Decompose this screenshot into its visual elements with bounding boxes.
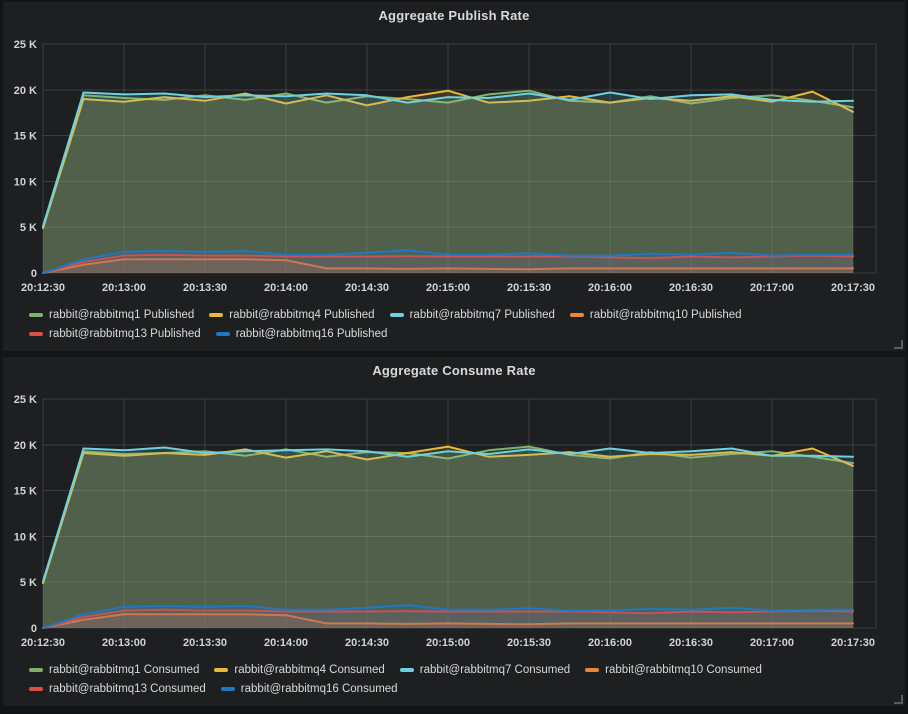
legend-item[interactable]: rabbit@rabbitmq10 Consumed bbox=[585, 663, 762, 677]
legend-label: rabbit@rabbitmq4 Consumed bbox=[234, 664, 385, 676]
legend-item[interactable]: rabbit@rabbitmq16 Consumed bbox=[220, 682, 398, 696]
legend-item[interactable]: rabbit@rabbitmq13 Consumed bbox=[29, 682, 206, 696]
panel-resize-handle[interactable] bbox=[894, 695, 903, 704]
legend-item[interactable]: rabbit@rabbitmq1 Consumed bbox=[29, 663, 199, 677]
svg-text:20:14:30: 20:14:30 bbox=[345, 282, 389, 294]
legend-item[interactable]: rabbit@rabbitmq1 Published bbox=[29, 308, 194, 322]
legend-label: rabbit@rabbitmq7 Consumed bbox=[419, 664, 571, 676]
panel-title[interactable]: Aggregate Publish Rate bbox=[378, 7, 530, 23]
svg-text:20:17:00: 20:17:00 bbox=[750, 282, 794, 294]
legend-item[interactable]: rabbit@rabbitmq4 Published bbox=[209, 308, 375, 322]
svg-text:20:16:30: 20:16:30 bbox=[669, 637, 713, 649]
legend-label: rabbit@rabbitmq13 Published bbox=[49, 328, 201, 340]
svg-text:20:14:30: 20:14:30 bbox=[345, 637, 389, 649]
legend-item[interactable]: rabbit@rabbitmq16 Published bbox=[215, 327, 388, 341]
legend-label: rabbit@rabbitmq10 Consumed bbox=[605, 664, 762, 676]
legend-swatch-icon bbox=[389, 313, 404, 317]
legend-swatch-icon bbox=[29, 313, 43, 317]
svg-text:20:15:30: 20:15:30 bbox=[507, 282, 551, 294]
svg-text:5 K: 5 K bbox=[20, 222, 37, 234]
svg-text:20:15:30: 20:15:30 bbox=[507, 637, 551, 649]
svg-text:20:12:30: 20:12:30 bbox=[21, 637, 65, 649]
svg-text:20:16:00: 20:16:00 bbox=[588, 637, 632, 649]
panel-header: Aggregate Consume Rate bbox=[3, 357, 905, 383]
legend-swatch-icon bbox=[209, 313, 224, 317]
publish-rate-chart[interactable]: 0 5 K 10 K 15 K 20 K 25 K 20:12:30 20:13:00 20:1… bbox=[3, 28, 905, 304]
svg-text:20:13:30: 20:13:30 bbox=[183, 637, 227, 649]
legend-label: rabbit@rabbitmq4 Published bbox=[229, 309, 375, 321]
svg-text:25 K: 25 K bbox=[14, 394, 37, 406]
svg-text:0: 0 bbox=[31, 268, 37, 280]
svg-text:5 K: 5 K bbox=[20, 577, 37, 589]
svg-text:0: 0 bbox=[31, 623, 37, 635]
legend-swatch-icon bbox=[29, 332, 43, 336]
svg-text:20:13:00: 20:13:00 bbox=[102, 282, 146, 294]
legend-label: rabbit@rabbitmq1 Consumed bbox=[49, 664, 200, 676]
svg-text:20:14:00: 20:14:00 bbox=[264, 282, 308, 294]
legend-swatch-icon bbox=[215, 332, 230, 336]
svg-text:20:16:00: 20:16:00 bbox=[588, 282, 632, 294]
legend-label: rabbit@rabbitmq10 Published bbox=[589, 309, 742, 321]
svg-text:20:13:30: 20:13:30 bbox=[183, 282, 227, 294]
svg-text:25 K: 25 K bbox=[14, 39, 37, 51]
legend-label: rabbit@rabbitmq16 Consumed bbox=[240, 683, 398, 695]
svg-text:20:15:00: 20:15:00 bbox=[426, 637, 470, 649]
svg-text:15 K: 15 K bbox=[14, 486, 37, 498]
legend-swatch-icon bbox=[220, 687, 235, 691]
svg-text:20 K: 20 K bbox=[14, 440, 37, 452]
publish-rate-legend: rabbit@rabbitmq1 Published rabbit@rabbitm… bbox=[3, 304, 905, 341]
svg-text:10 K: 10 K bbox=[14, 176, 37, 188]
svg-text:20:14:00: 20:14:00 bbox=[264, 637, 308, 649]
svg-text:20:13:00: 20:13:00 bbox=[102, 637, 146, 649]
legend-swatch-icon bbox=[29, 668, 43, 672]
legend-label: rabbit@rabbitmq7 Published bbox=[409, 309, 555, 321]
legend-swatch-icon bbox=[569, 313, 584, 317]
consume-rate-chart[interactable]: 0 5 K 10 K 15 K 20 K 25 K 20:12:30 20:13:00 20:1… bbox=[3, 383, 905, 659]
svg-text:20:16:30: 20:16:30 bbox=[669, 282, 713, 294]
svg-text:15 K: 15 K bbox=[14, 131, 37, 143]
svg-text:20:12:30: 20:12:30 bbox=[21, 282, 65, 294]
legend-swatch-icon bbox=[585, 668, 600, 672]
legend-item[interactable]: rabbit@rabbitmq10 Published bbox=[569, 308, 742, 322]
svg-text:20:17:30: 20:17:30 bbox=[831, 282, 875, 294]
legend-swatch-icon bbox=[399, 668, 414, 672]
legend-item[interactable]: rabbit@rabbitmq4 Consumed bbox=[214, 663, 385, 677]
svg-text:20:17:30: 20:17:30 bbox=[831, 637, 875, 649]
svg-text:20:15:00: 20:15:00 bbox=[426, 282, 470, 294]
legend-swatch-icon bbox=[29, 687, 43, 691]
legend-label: rabbit@rabbitmq13 Consumed bbox=[49, 683, 206, 695]
legend-item[interactable]: rabbit@rabbitmq7 Published bbox=[389, 308, 555, 322]
panel-header: Aggregate Publish Rate bbox=[3, 2, 905, 28]
consume-rate-graph[interactable]: 0 5 K 10 K 15 K 20 K 25 K 20:12:30 20:13:00 20:1… bbox=[3, 383, 905, 659]
svg-text:20 K: 20 K bbox=[14, 85, 37, 97]
panel-aggregate-consume-rate: Aggregate Consume Rate 0 5 K 10 K 15 K 20 K 2… bbox=[3, 357, 905, 706]
svg-text:10 K: 10 K bbox=[14, 531, 37, 543]
legend-item[interactable]: rabbit@rabbitmq13 Published bbox=[29, 327, 201, 341]
legend-label: rabbit@rabbitmq16 Published bbox=[235, 328, 388, 340]
legend-label: rabbit@rabbitmq1 Published bbox=[49, 309, 195, 321]
panel-title[interactable]: Aggregate Consume Rate bbox=[372, 362, 536, 378]
legend-swatch-icon bbox=[214, 668, 229, 672]
panel-resize-handle[interactable] bbox=[894, 340, 903, 349]
svg-text:20:17:00: 20:17:00 bbox=[750, 637, 794, 649]
legend-item[interactable]: rabbit@rabbitmq7 Consumed bbox=[399, 663, 571, 677]
consume-rate-legend: rabbit@rabbitmq1 Consumed rabbit@rabbitmq… bbox=[3, 659, 905, 696]
panel-aggregate-publish-rate: Aggregate Publish Rate 0 5 K 10 K 15 K 20 K 2… bbox=[3, 2, 905, 351]
publish-rate-graph[interactable]: 0 5 K 10 K 15 K 20 K 25 K 20:12:30 20:13:00 20:1… bbox=[3, 28, 905, 304]
